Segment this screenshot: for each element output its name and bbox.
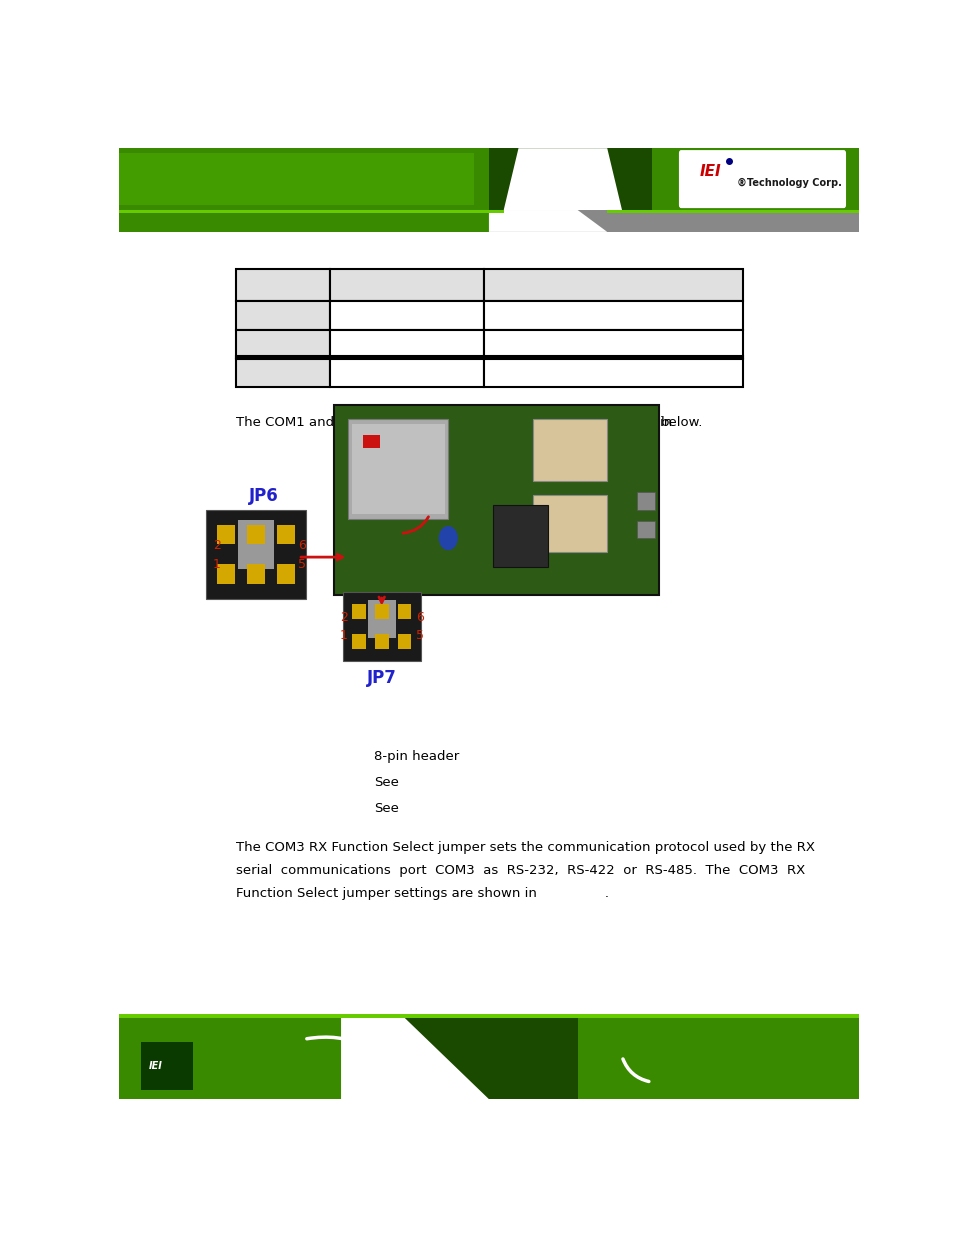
Bar: [375, 634, 388, 650]
Bar: [484, 269, 741, 301]
Bar: [334, 405, 659, 595]
Bar: [276, 564, 294, 584]
Bar: [119, 1014, 858, 1099]
Bar: [217, 564, 234, 584]
Bar: [606, 210, 858, 212]
Bar: [484, 301, 741, 330]
Bar: [119, 148, 488, 210]
Bar: [330, 269, 484, 301]
Bar: [330, 358, 484, 387]
Text: 1: 1: [213, 558, 220, 572]
Bar: [235, 269, 330, 301]
Text: The COM3 RX Function Select jumper sets the communication protocol used by the R: The COM3 RX Function Select jumper sets …: [235, 841, 814, 855]
Bar: [397, 634, 411, 650]
Circle shape: [439, 526, 456, 550]
Bar: [348, 419, 448, 519]
Bar: [397, 604, 411, 619]
Bar: [352, 634, 365, 650]
Bar: [119, 153, 474, 205]
Bar: [352, 424, 444, 514]
Bar: [375, 604, 388, 619]
Text: See: See: [374, 802, 398, 815]
Text: The COM1 and COM3 Pin 9 Setting jumper locations are shown in: The COM1 and COM3 Pin 9 Setting jumper l…: [235, 416, 672, 430]
Bar: [119, 1014, 400, 1099]
Bar: [247, 564, 265, 584]
Bar: [119, 210, 503, 212]
Bar: [363, 436, 379, 448]
Polygon shape: [341, 1014, 488, 1099]
Bar: [276, 525, 294, 545]
Text: JP6: JP6: [249, 487, 278, 505]
Bar: [637, 493, 655, 510]
Bar: [141, 1042, 193, 1089]
Bar: [119, 210, 858, 232]
Bar: [330, 301, 484, 330]
Bar: [247, 525, 265, 545]
Bar: [352, 604, 365, 619]
Bar: [492, 505, 547, 567]
Bar: [637, 521, 655, 538]
Bar: [217, 525, 234, 545]
FancyArrowPatch shape: [307, 1037, 398, 1088]
Text: Function Select jumper settings are shown in                .: Function Select jumper settings are show…: [235, 887, 608, 900]
Text: below.: below.: [660, 416, 702, 430]
Bar: [330, 330, 484, 358]
Text: See: See: [374, 776, 398, 789]
Text: 2: 2: [339, 611, 347, 625]
Text: 6: 6: [298, 540, 306, 552]
Text: 2: 2: [213, 540, 220, 552]
Text: 8-pin header: 8-pin header: [374, 750, 459, 763]
FancyArrowPatch shape: [622, 1058, 648, 1082]
Bar: [367, 600, 395, 637]
Polygon shape: [503, 148, 621, 210]
Bar: [237, 520, 274, 569]
Bar: [205, 510, 306, 599]
Text: IEI: IEI: [699, 164, 720, 179]
Bar: [119, 148, 858, 210]
Bar: [484, 330, 741, 358]
Bar: [533, 419, 606, 482]
Bar: [342, 593, 420, 661]
Text: 6: 6: [416, 611, 424, 625]
Text: ®Technology Corp.: ®Technology Corp.: [736, 178, 841, 188]
Text: 1: 1: [339, 629, 347, 642]
Bar: [484, 358, 741, 387]
Text: 5: 5: [416, 629, 424, 642]
Bar: [235, 330, 330, 358]
Text: JP7: JP7: [366, 669, 396, 688]
Text: IEI: IEI: [149, 1061, 163, 1071]
Polygon shape: [488, 210, 606, 232]
Bar: [577, 1014, 858, 1099]
Bar: [235, 358, 330, 387]
Bar: [119, 210, 488, 232]
Bar: [606, 148, 858, 210]
Bar: [651, 148, 858, 210]
Bar: [119, 1014, 858, 1019]
FancyArrowPatch shape: [402, 516, 428, 534]
Text: serial  communications  port  COM3  as  RS-232,  RS-422  or  RS-485.  The  COM3 : serial communications port COM3 as RS-23…: [235, 864, 804, 877]
FancyBboxPatch shape: [679, 151, 845, 209]
Text: 5: 5: [298, 558, 306, 572]
Bar: [235, 301, 330, 330]
Bar: [533, 495, 606, 552]
